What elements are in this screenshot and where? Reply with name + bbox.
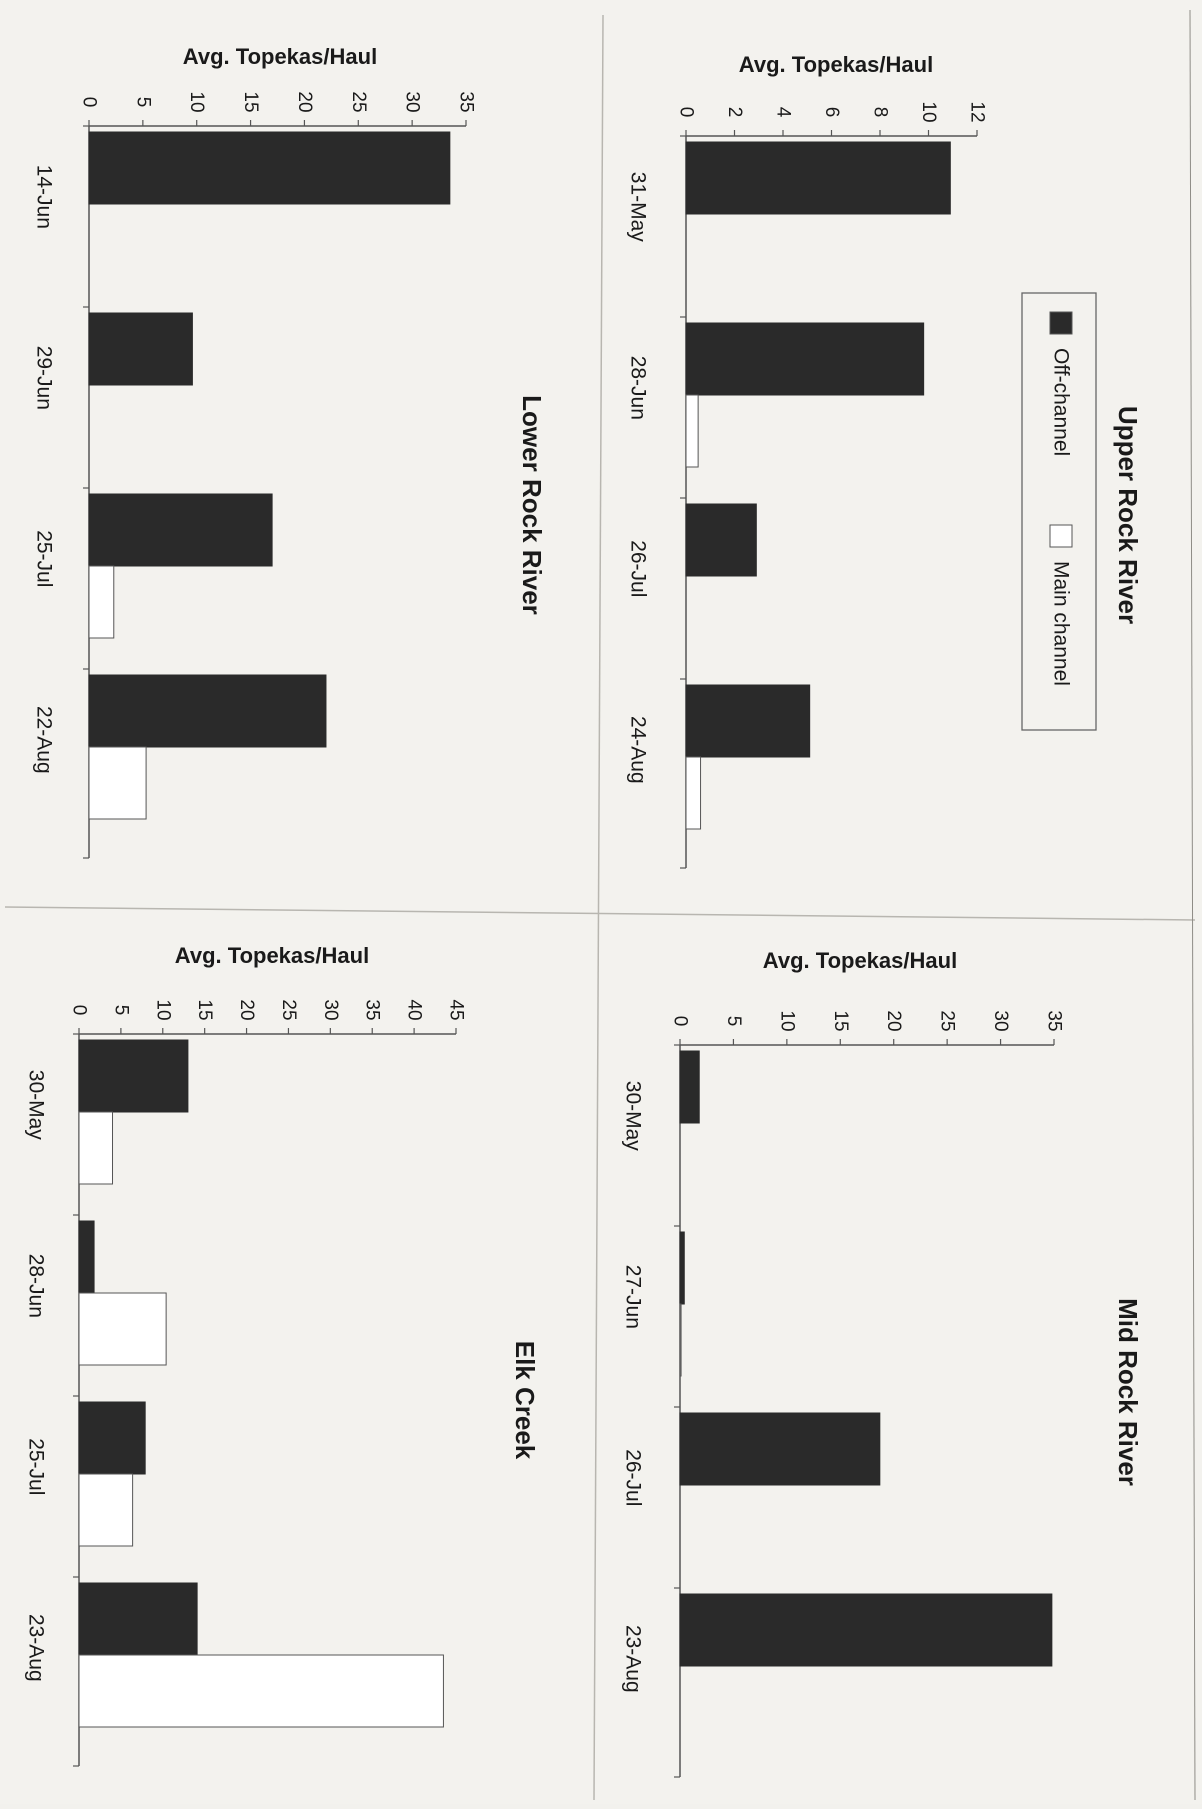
value-tick-label: 15 [194,999,215,1020]
y-axis-title: Avg. Topekas/Haul [739,52,933,77]
main-channel-bar [78,1654,444,1728]
category-label: 28-Jun [25,1254,48,1318]
category-label: 23-Aug [622,1625,645,1693]
chart-title: Lower Rock River [517,395,547,615]
category-label: 24-Aug [627,716,650,784]
value-tick-label: 30 [320,999,341,1020]
chart-title: Elk Creek [510,1341,540,1460]
category-label: 29-Jun [33,346,56,410]
chart-upper-rock-river: 0 2 4 6 8 10 12 Avg. Topekas/Haul 31-May 28-Jun 26… [627,52,1143,869]
value-tick-label: 12 [967,101,988,122]
value-tick-label: 35 [456,91,477,112]
legend-box [1021,292,1097,731]
category-label: 30-May [622,1081,645,1152]
value-tick-label: 25 [937,1010,958,1031]
main-channel-bar [88,565,115,639]
off-channel-bar [685,503,757,577]
off-channel-bar [88,674,327,748]
quadrant-divider-vertical [593,14,604,1801]
value-tick-label: 10 [918,101,939,122]
value-tick-label: 20 [883,1010,904,1031]
main-channel-bar [78,1473,134,1547]
main-channel-bar [685,394,699,468]
chart-lower-rock-river: 0 5 10 15 20 25 30 35 Avg. Topekas/Haul 14-Jun 29-… [33,44,547,859]
value-tick-label: 10 [186,91,207,112]
value-tick-label: 45 [446,999,467,1020]
value-tick-label: 10 [152,999,173,1020]
category-label: 25-Jul [25,1438,48,1495]
legend-label: Main channel [1050,561,1073,686]
off-channel-bar [88,312,193,386]
off-channel-bar [685,684,811,758]
value-tick-label: 6 [821,107,842,118]
off-channel-bar [88,131,451,205]
value-tick-label: 5 [723,1016,744,1027]
category-label: 31-May [627,172,650,243]
legend-swatch-main-channel [1049,524,1073,548]
value-tick-label: 10 [776,1010,797,1031]
off-channel-bar [685,322,925,396]
quadrant-divider-horizontal [4,906,1196,921]
off-channel-bar [679,1593,1053,1667]
value-tick-label: 4 [773,107,794,118]
value-tick-label: 30 [990,1010,1011,1031]
value-tick-label: 0 [670,1016,691,1027]
category-label: 28-Jun [627,356,650,420]
category-label: 26-Jul [622,1449,645,1506]
category-label: 14-Jun [33,165,56,229]
value-tick-label: 30 [402,91,423,112]
legend-label: Off-channel [1050,348,1073,456]
category-label: 23-Aug [25,1614,48,1682]
off-channel-bar [679,1231,685,1305]
y-axis-title: Avg. Topekas/Haul [175,943,369,968]
main-channel-bar [88,746,147,820]
value-tick-label: 0 [676,107,697,118]
value-tick-label: 0 [79,97,100,108]
off-channel-bar [78,1401,146,1475]
page-edge [1189,9,1196,1801]
value-tick-label: 35 [362,999,383,1020]
main-channel-bar [679,1303,682,1377]
value-tick-label: 25 [348,91,369,112]
value-tick-label: 5 [132,97,153,108]
value-tick-label: 0 [69,1005,90,1016]
main-channel-bar [78,1111,114,1185]
value-tick-label: 2 [724,107,745,118]
off-channel-bar [685,141,951,215]
off-channel-bar [679,1412,881,1486]
chart-title: Mid Rock River [1113,1298,1143,1486]
off-channel-bar [78,1582,198,1656]
value-tick-label: 5 [110,1005,131,1016]
value-tick-label: 20 [236,999,257,1020]
y-axis-title: Avg. Topekas/Haul [763,948,957,973]
value-tick-label: 25 [278,999,299,1020]
main-channel-bar [78,1292,167,1366]
off-channel-bar [88,493,273,567]
legend-swatch-off-channel [1049,311,1073,335]
category-label: 27-Jun [622,1265,645,1329]
off-channel-bar [78,1039,189,1113]
category-label: 30-May [25,1070,48,1141]
value-tick-label: 8 [870,107,891,118]
value-tick-label: 35 [1044,1010,1065,1031]
category-label: 22-Aug [33,706,56,774]
value-tick-label: 20 [294,91,315,112]
value-tick-label: 40 [404,999,425,1020]
value-tick-label: 15 [240,91,261,112]
chart-mid-rock-river: 0 5 10 15 20 25 30 35 Avg. Topekas/Haul 30-May 27-… [622,948,1143,1778]
value-tick-label: 15 [830,1010,851,1031]
y-axis-title: Avg. Topekas/Haul [183,44,377,69]
off-channel-bar [679,1050,700,1124]
off-channel-bar [78,1220,95,1294]
chart-title: Upper Rock River [1113,406,1143,624]
category-label: 26-Jul [627,540,650,597]
category-label: 25-Jul [33,530,56,587]
legend: Off-channel Main channel [1021,292,1097,731]
chart-elk-creek: 0 5 10 15 20 25 30 35 40 45 Avg. Topekas/Haul 30-Ma… [25,943,540,1767]
main-channel-bar [685,756,702,830]
